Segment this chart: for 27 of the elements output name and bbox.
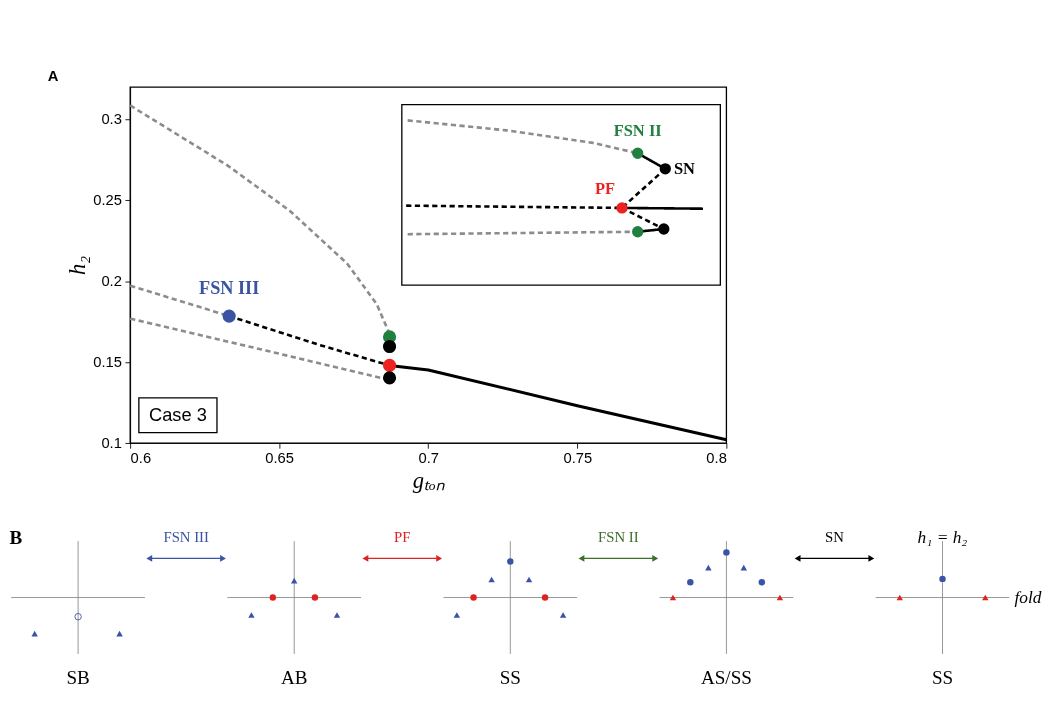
y-tick-label: 0.3 [101, 111, 122, 128]
annotation: Case 3 [149, 405, 207, 426]
x-tick-label: 0.6 [130, 450, 152, 467]
x-tick-label: 0.7 [418, 450, 439, 467]
annotation: FSN III [199, 277, 260, 298]
text: h₁ = h₂ [917, 527, 968, 547]
category-label: SB [66, 667, 90, 689]
text: FSN III [163, 528, 209, 545]
text: FSN II [598, 528, 639, 545]
category-label: AS/SS [700, 667, 752, 689]
x-tick-label: 0.8 [706, 450, 727, 467]
category-label: SS [499, 667, 521, 689]
text: SN [825, 528, 845, 545]
x-tick-label: 0.65 [265, 450, 295, 467]
category-label: SS [931, 667, 954, 689]
y-tick-label: 0.25 [93, 192, 122, 209]
x-axis-title: gₜₒₙ [412, 467, 445, 493]
text: PF [394, 528, 411, 545]
y-tick-label: 0.15 [93, 353, 122, 370]
category-label: AB [280, 667, 308, 689]
text: A [47, 68, 59, 85]
y-tick-label: 0.2 [101, 273, 122, 290]
y-axis-title: h₂ [65, 255, 91, 276]
text: B [9, 526, 23, 548]
text: fold [1014, 587, 1042, 607]
y-tick-label: 0.1 [101, 434, 122, 451]
x-tick-label: 0.75 [563, 450, 593, 467]
